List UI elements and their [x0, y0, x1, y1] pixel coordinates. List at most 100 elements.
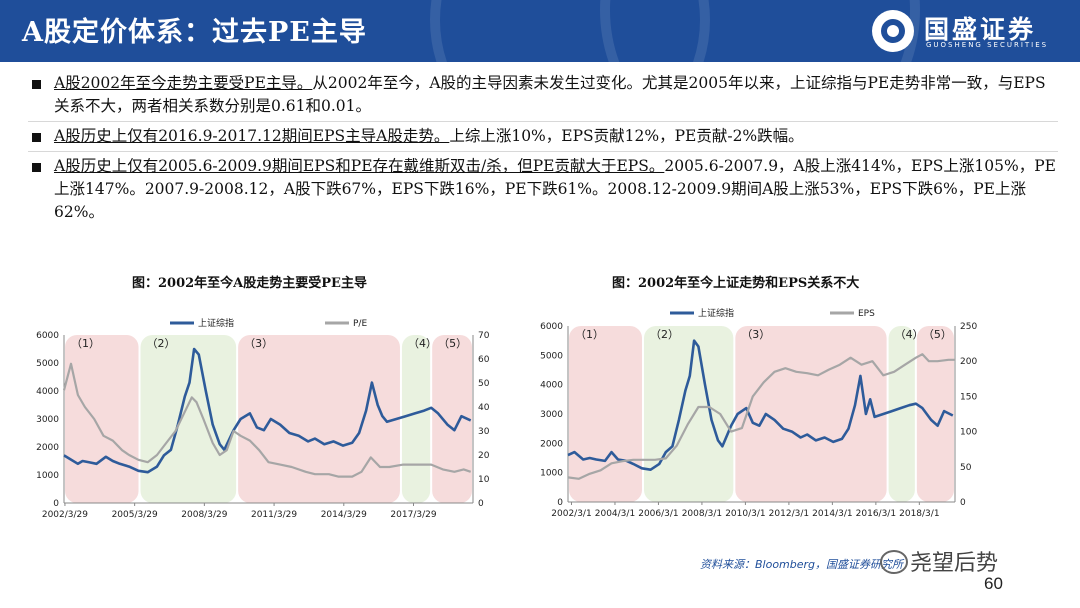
region-band: [888, 326, 915, 502]
y-tick-label: 4000: [540, 381, 563, 391]
x-tick-label: 2016/3/1: [856, 509, 896, 519]
chart-title-left: 图：2002年至今A股走势主要受PE主导: [132, 276, 367, 291]
bullet-highlight: A股2002年至今走势主要受PE主导。: [54, 74, 313, 92]
region-label: （5）: [923, 328, 952, 341]
region-band: [401, 335, 431, 503]
x-tick-label: 2004/3/1: [595, 509, 635, 519]
legend-label: EPS: [858, 309, 875, 319]
x-tick-label: 2008/3/1: [682, 509, 722, 519]
y2-tick-label: 100: [960, 428, 977, 438]
bullet-square-icon: [32, 133, 41, 142]
y2-tick-label: 150: [960, 392, 977, 402]
y2-tick-label: 50: [960, 463, 972, 473]
bullet-list: A股2002年至今走势主要受PE主导。从2002年至今，A股的主导因素未发生过变…: [28, 72, 1058, 227]
bullet-square-icon: [32, 80, 41, 89]
bullet-item: A股历史上仅有2005.6-2009.9期间EPS和PE存在戴维斯双击/杀，但P…: [28, 155, 1058, 224]
y-tick-label: 6000: [540, 322, 563, 332]
region-band: [432, 335, 472, 503]
series-line-2: [62, 362, 472, 478]
page-number: 60: [984, 574, 1003, 593]
y-tick-label: 0: [557, 498, 563, 508]
region-band: [735, 326, 887, 502]
x-tick-label: 2011/3/29: [251, 510, 297, 520]
bullet-item: A股历史上仅有2016.9-2017.12期间EPS主导A股走势。上综上涨10%…: [28, 125, 1058, 148]
divider: [28, 121, 1058, 122]
bullet-highlight: A股历史上仅有2016.9-2017.12期间EPS主导A股走势。: [54, 127, 450, 145]
y2-tick-label: 20: [478, 451, 490, 461]
y2-tick-label: 10: [478, 475, 490, 485]
y-tick-label: 1000: [540, 469, 563, 479]
region-band: [65, 335, 139, 503]
y2-tick-label: 60: [478, 355, 490, 365]
x-tick-label: 2012/3/1: [769, 509, 809, 519]
y-tick-label: 5000: [36, 359, 59, 369]
page-title: A股定价体系：过去PE主导: [22, 17, 367, 48]
y2-tick-label: 0: [478, 499, 484, 509]
y-tick-label: 6000: [36, 331, 59, 341]
y2-tick-label: 0: [960, 498, 966, 508]
x-tick-label: 2014/3/1: [812, 509, 852, 519]
y2-tick-label: 30: [478, 427, 490, 437]
y2-tick-label: 40: [478, 403, 490, 413]
x-tick-label: 2010/3/1: [725, 509, 765, 519]
series-line-2: [567, 353, 955, 480]
y-tick-label: 5000: [540, 351, 563, 361]
bullet-text: 上综上涨10%，EPS贡献12%，PE贡献-2%跌幅。: [449, 127, 804, 145]
series-line-1: [63, 347, 472, 474]
y-tick-label: 1000: [36, 471, 59, 481]
y2-tick-label: 200: [960, 357, 977, 367]
y-tick-label: 0: [53, 499, 59, 509]
region-label: （4）: [408, 337, 437, 350]
region-band: [569, 326, 643, 502]
divider: [28, 151, 1058, 152]
series-line-1: [567, 339, 954, 471]
y-tick-label: 3000: [36, 415, 59, 425]
chart-right: （1） （2） （3） （4） （5）0100020003000400050006000…: [540, 307, 977, 519]
legend-label: 上证综指: [198, 317, 234, 329]
x-tick-label: 2002/3/29: [42, 510, 88, 520]
y2-tick-label: 70: [478, 331, 490, 341]
region-label: （3）: [741, 328, 770, 341]
decorative-arc: [600, 0, 920, 62]
x-tick-label: 2002/3/1: [551, 509, 591, 519]
header-bar: A股定价体系：过去PE主导 国盛证券 GUOSHENG SECURITIES: [0, 0, 1080, 62]
bullet-square-icon: [32, 163, 41, 172]
x-tick-label: 2017/3/29: [390, 510, 436, 520]
region-label: （2）: [147, 337, 176, 350]
logo-name: 国盛证券: [924, 15, 1037, 44]
y-tick-label: 2000: [36, 443, 59, 453]
company-logo: 国盛证券 GUOSHENG SECURITIES: [872, 8, 1072, 56]
watermark-text: 尧望后势: [910, 551, 999, 576]
y2-tick-label: 250: [960, 322, 977, 332]
legend-label: 上证综指: [698, 307, 734, 319]
y-tick-label: 3000: [540, 410, 563, 420]
region-label: （1）: [71, 337, 100, 350]
region-label: （3）: [244, 337, 273, 350]
region-band: [238, 335, 400, 503]
x-tick-label: 2018/3/1: [899, 509, 939, 519]
source-note: 资料来源：Bloomberg，国盛证券研究所: [700, 558, 904, 571]
chart-left: （1） （2） （3） （4） （5） 0 1000 2000 3000 4000 5000 6000…: [36, 317, 490, 520]
region-band: [140, 335, 237, 503]
region-label: （2）: [650, 328, 679, 341]
wechat-icon: [880, 550, 908, 574]
x-tick-label: 2008/3/29: [181, 510, 227, 520]
x-tick-label: 2005/3/29: [112, 510, 158, 520]
y2-tick-label: 50: [478, 379, 490, 389]
bullet-text: 2005.6-2007.9，A股上涨414%，EPS上涨105%，PE上涨147…: [54, 157, 1056, 221]
bullet-highlight: A股历史上仅有2005.6-2009.9期间EPS和PE存在戴维斯双击/杀，但P…: [54, 157, 665, 175]
logo-subtitle: GUOSHENG SECURITIES: [926, 41, 1049, 49]
logo-icon: [872, 10, 914, 52]
x-tick-label: 2014/3/29: [321, 510, 367, 520]
region-band: [916, 326, 954, 502]
region-label: （4）: [895, 328, 924, 341]
x-tick-label: 2006/3/1: [638, 509, 678, 519]
y-tick-label: 4000: [36, 387, 59, 397]
region-label: （5）: [438, 337, 467, 350]
legend-label: P/E: [353, 319, 367, 329]
region-label: （1）: [575, 328, 604, 341]
bullet-text: 从2002年至今，A股的主导因素未发生过变化。尤其是2005年以来，上证综指与P…: [54, 74, 1046, 115]
chart-title-right: 图：2002年至今上证走势和EPS关系不大: [612, 276, 860, 291]
y-tick-label: 2000: [540, 439, 563, 449]
bullet-item: A股2002年至今走势主要受PE主导。从2002年至今，A股的主导因素未发生过变…: [28, 72, 1058, 118]
